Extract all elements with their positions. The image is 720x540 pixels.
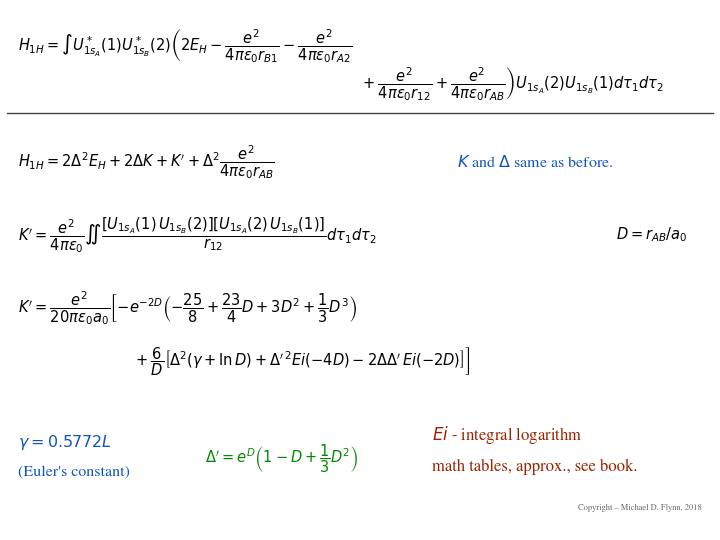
Text: math tables, approx., see book.: math tables, approx., see book. xyxy=(432,459,637,475)
Text: $\mathbf{\mathit{H_{1H}}} = \int U^*_{1s_A}(1)U^*_{1s_B}(2)\left(2E_H - \dfrac{e: $\mathbf{\mathit{H_{1H}}} = \int U^*_{1s… xyxy=(18,27,353,65)
Text: $\left. + \dfrac{e^2}{4\pi\varepsilon_0 r_{12}} + \dfrac{e^2}{4\pi\varepsilon_0 : $\left. + \dfrac{e^2}{4\pi\varepsilon_0 … xyxy=(360,65,664,103)
Text: $\Delta' = e^D\left(1 - D + \dfrac{1}{3}D^2\right)$: $\Delta' = e^D\left(1 - D + \dfrac{1}{3}… xyxy=(205,443,359,475)
Text: $K' = \dfrac{e^2}{4\pi\varepsilon_0}\iint\dfrac{\left[U_{1s_A}(1)\, U_{1s_B}(2)\: $K' = \dfrac{e^2}{4\pi\varepsilon_0}\iin… xyxy=(18,215,377,255)
Text: $\gamma = 0.5772L$: $\gamma = 0.5772L$ xyxy=(18,433,112,453)
Text: $\left.+\dfrac{6}{D}\left[\Delta^2\left(\gamma+\ln D\right)+\Delta'^{\,2}Ei(-4D): $\left.+\dfrac{6}{D}\left[\Delta^2\left(… xyxy=(133,346,471,378)
Text: $K' = \dfrac{e^2}{20\pi\varepsilon_0 a_0}\left[-e^{-2D}\left(-\dfrac{25}{8}+\dfr: $K' = \dfrac{e^2}{20\pi\varepsilon_0 a_0… xyxy=(18,289,357,327)
Text: $H_{1H} = 2\Delta^2 E_H + 2\Delta K + K' + \Delta^2 \dfrac{e^2}{4\pi\varepsilon_: $H_{1H} = 2\Delta^2 E_H + 2\Delta K + K'… xyxy=(18,143,275,181)
Text: $D = r_{AB}/a_0$: $D = r_{AB}/a_0$ xyxy=(616,226,687,244)
Text: $K$ and $\Delta$ same as before.: $K$ and $\Delta$ same as before. xyxy=(457,154,613,170)
Text: (Euler's constant): (Euler's constant) xyxy=(18,466,130,479)
Text: Copyright – Michael D. Flynn, 2018: Copyright – Michael D. Flynn, 2018 xyxy=(578,504,702,511)
Text: $Ei$ - integral logarithm: $Ei$ - integral logarithm xyxy=(432,424,582,446)
